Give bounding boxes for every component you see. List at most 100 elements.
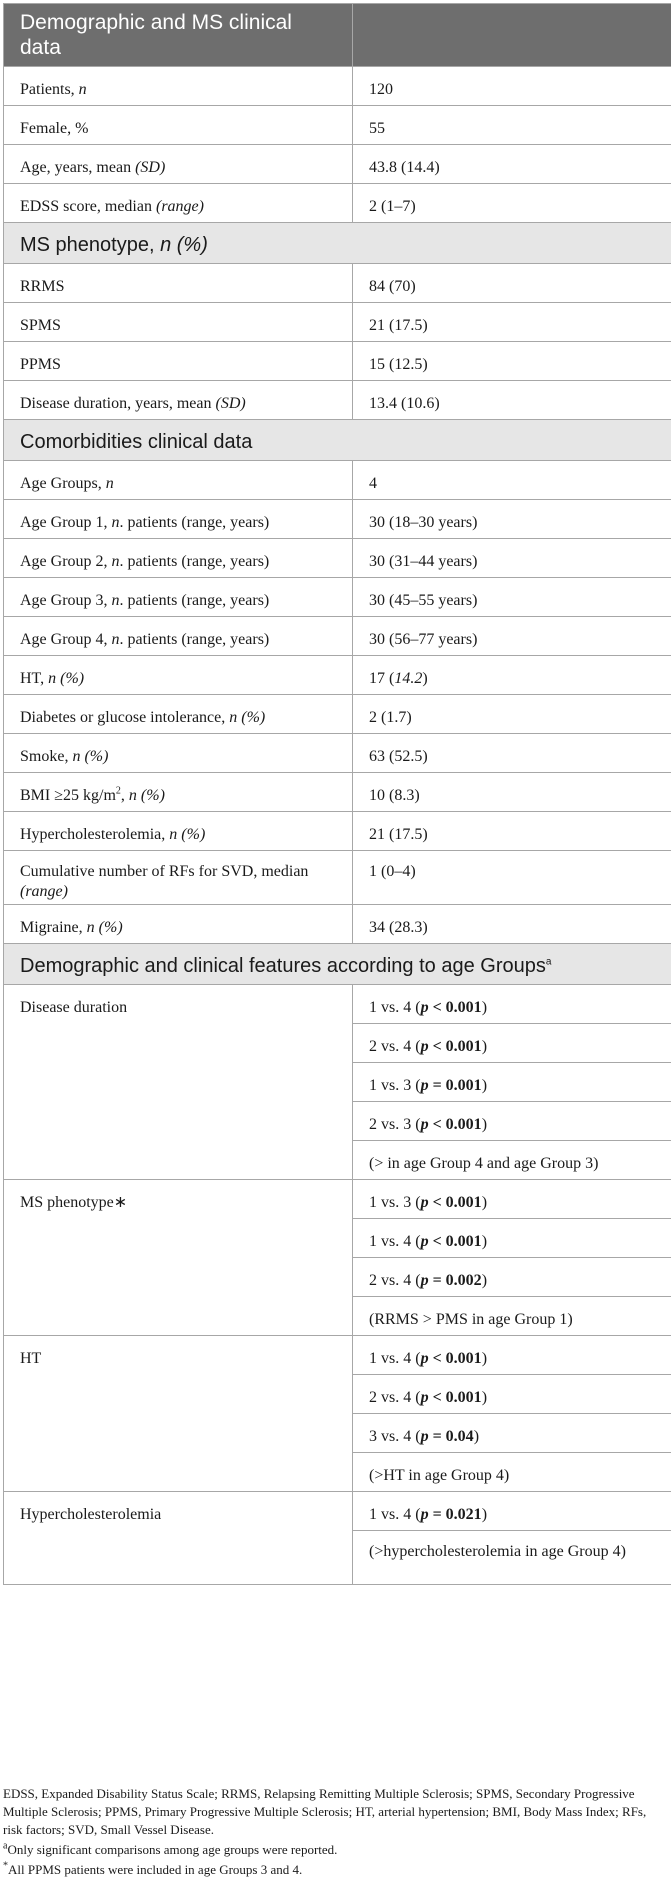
p-value: p = 0.04 — [421, 1428, 474, 1445]
row-value-text: 2 (1.7) — [369, 709, 412, 726]
table-row: Age Group 3, n. patients (range, years)3… — [4, 578, 671, 617]
row-label-text: Age Group 4, — [20, 631, 112, 648]
row-label-text: . patients (range, years) — [120, 553, 270, 570]
row-label: Age Group 1, n. patients (range, years) — [4, 500, 353, 539]
clinical-data-table: Demographic and MS clinical data Patient… — [3, 3, 671, 1585]
table-row: Smoke, n (%)63 (52.5) — [4, 734, 671, 773]
p-symbol: p — [421, 1389, 429, 1406]
row-label: BMI ≥25 kg/m2, n (%) — [4, 773, 353, 812]
row-value: 21 (17.5) — [353, 812, 671, 851]
row-label: Age Group 2, n. patients (range, years) — [4, 539, 353, 578]
row-value-text: 30 (45–55 years) — [369, 592, 477, 609]
comparison-text: ) — [482, 1506, 487, 1523]
comparison-text: 2 vs. 3 ( — [369, 1116, 421, 1133]
p-value: p < 0.001 — [421, 1116, 482, 1133]
table-row: Migraine, n (%)34 (28.3) — [4, 905, 671, 944]
p-value: p < 0.001 — [421, 999, 482, 1016]
comparison-cell: 1 vs. 4 (p < 0.001) — [353, 985, 671, 1024]
comparison-text: 3 vs. 4 ( — [369, 1428, 421, 1445]
comparison-cell: 1 vs. 4 (p < 0.001) — [353, 1219, 671, 1258]
row-label-text: PPMS — [20, 356, 61, 373]
row-value: 30 (56–77 years) — [353, 617, 671, 656]
comparison-text: 1 vs. 4 ( — [369, 1350, 421, 1367]
row-label-italic: n — [106, 475, 114, 492]
footnote-star: *All PPMS patients were included in age … — [3, 1861, 663, 1879]
row-label: HT — [4, 1336, 353, 1492]
row-value: 1 (0–4) — [353, 851, 671, 905]
comparison-text: 1 vs. 4 ( — [369, 1506, 421, 1523]
row-label-italic: (SD) — [135, 159, 165, 176]
row-label: Diabetes or glucose intolerance, n (%) — [4, 695, 353, 734]
p-value: p < 0.001 — [421, 1194, 482, 1211]
comparison-text: ) — [482, 1077, 487, 1094]
row-label-text: Disease duration, years, mean — [20, 395, 215, 412]
comparison-text: 2 vs. 4 ( — [369, 1272, 421, 1289]
row-label-italic: n — [112, 553, 120, 570]
table-header-row: Demographic and MS clinical data — [4, 4, 671, 67]
row-label-text: Diabetes or glucose intolerance, — [20, 709, 229, 726]
row-value: 55 — [353, 106, 671, 145]
p-value-text: = 0.04 — [429, 1428, 474, 1445]
row-value-text: 13.4 (10.6) — [369, 395, 440, 412]
section-title-comorbidities: Comorbidities clinical data — [4, 420, 671, 461]
comparison-cell: 2 vs. 4 (p = 0.002) — [353, 1258, 671, 1297]
row-label: RRMS — [4, 264, 353, 303]
header-title: Demographic and MS clinical data — [4, 4, 353, 67]
comparison-text: ) — [474, 1428, 479, 1445]
row-label-text: Age, years, mean — [20, 159, 135, 176]
comparison-text: ) — [482, 1272, 487, 1289]
row-value: 15 (12.5) — [353, 342, 671, 381]
row-value-italic: 14.2 — [394, 670, 422, 687]
row-label-text: HT, — [20, 670, 48, 687]
table-row: Female, %55 — [4, 106, 671, 145]
row-value: 13.4 (10.6) — [353, 381, 671, 420]
comparison-text: 2 vs. 4 ( — [369, 1389, 421, 1406]
p-value: p < 0.001 — [421, 1350, 482, 1367]
row-label-italic: n — [112, 631, 120, 648]
row-label-italic: n (%) — [129, 787, 165, 804]
p-value: p = 0.001 — [421, 1077, 482, 1094]
row-label-text: . patients (range, years) — [120, 592, 270, 609]
comparison-note: (>HT in age Group 4) — [353, 1453, 671, 1492]
comparison-text: ) — [482, 1116, 487, 1133]
footnote-star-text: All PPMS patients were included in age G… — [8, 1862, 302, 1877]
comparison-cell: 2 vs. 4 (p < 0.001) — [353, 1024, 671, 1063]
table-row: EDSS score, median (range)2 (1–7) — [4, 184, 671, 223]
table-row: PPMS 15 (12.5) — [4, 342, 671, 381]
p-symbol: p — [421, 1038, 429, 1055]
row-label-text: Patients, — [20, 81, 79, 98]
table-row: Diabetes or glucose intolerance, n (%) 2 … — [4, 695, 671, 734]
p-symbol: p — [421, 999, 429, 1016]
row-label-italic: (range) — [20, 883, 68, 900]
p-symbol: p — [421, 1428, 429, 1445]
table-row: Age Group 4, n. patients (range, years) 3… — [4, 617, 671, 656]
p-value-text: < 0.001 — [429, 999, 482, 1016]
section-row-age-groups: Demographic and clinical features accord… — [4, 944, 671, 985]
row-value-text: 15 (12.5) — [369, 356, 428, 373]
table-row: Age Group 2, n. patients (range, years)3… — [4, 539, 671, 578]
row-label-text: . patients (range, years) — [120, 631, 270, 648]
row-label: SPMS — [4, 303, 353, 342]
row-value: 84 (70) — [353, 264, 671, 303]
comparison-text: ) — [482, 1038, 487, 1055]
comparison-text: 2 vs. 4 ( — [369, 1038, 421, 1055]
row-label-italic: (range) — [156, 198, 204, 215]
section-title-italic: n (%) — [160, 234, 208, 256]
row-value: 30 (31–44 years) — [353, 539, 671, 578]
comparison-text: ) — [482, 1233, 487, 1250]
row-label-text: Hypercholesterolemia, — [20, 826, 169, 843]
comparison-cell: 3 vs. 4 (p = 0.04) — [353, 1414, 671, 1453]
p-value-text: = 0.002 — [429, 1272, 482, 1289]
p-symbol: p — [421, 1233, 429, 1250]
row-value-text: 120 — [369, 81, 393, 98]
row-value-text: 21 (17.5) — [369, 826, 428, 843]
comparison-note: (> in age Group 4 and age Group 3) — [353, 1141, 671, 1180]
row-value: 10 (8.3) — [353, 773, 671, 812]
row-label-text: Age Groups, — [20, 475, 106, 492]
row-label: MS phenotype∗ — [4, 1180, 353, 1336]
row-value: 2 (1–7) — [353, 184, 671, 223]
